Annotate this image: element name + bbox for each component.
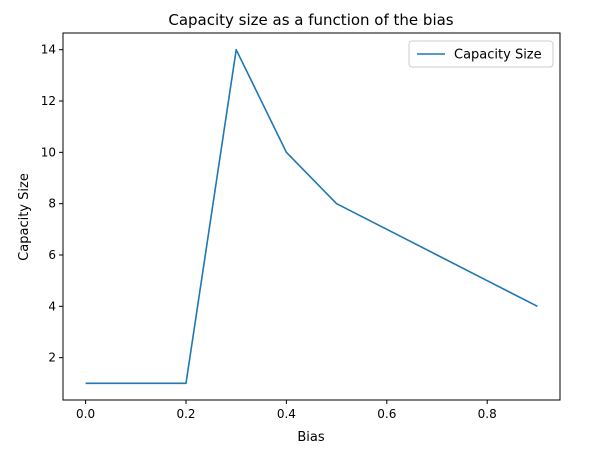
axes-frame xyxy=(62,32,561,401)
x-tick-label: 0.8 xyxy=(478,407,497,421)
series-line-capacity-size xyxy=(85,48,538,385)
legend-label: Capacity Size xyxy=(454,48,542,63)
x-tick-label: 0.0 xyxy=(76,407,95,421)
y-tick-label: 12 xyxy=(41,94,56,108)
y-axis-label: Capacity Size xyxy=(17,173,32,261)
plot-area xyxy=(62,32,561,401)
y-tick-label: 2 xyxy=(48,351,56,365)
x-tick-label: 0.6 xyxy=(377,407,396,421)
legend: Capacity Size xyxy=(408,40,554,68)
chart-title: Capacity size as a function of the bias xyxy=(168,11,453,29)
legend-box xyxy=(408,40,554,68)
y-tick-label: 14 xyxy=(41,43,56,57)
x-tick-label: 0.4 xyxy=(277,407,296,421)
y-axis: 2 4 6 8 10 12 14 xyxy=(41,43,63,365)
y-tick-label: 8 xyxy=(48,197,56,211)
y-tick-label: 4 xyxy=(48,299,56,313)
x-axis: 0.0 0.2 0.4 0.6 0.8 xyxy=(76,400,497,421)
y-tick-label: 6 xyxy=(48,248,56,262)
x-axis-label: Bias xyxy=(297,430,324,445)
x-tick-label: 0.2 xyxy=(176,407,195,421)
y-tick-label: 10 xyxy=(41,145,56,159)
series-layer xyxy=(85,48,538,385)
